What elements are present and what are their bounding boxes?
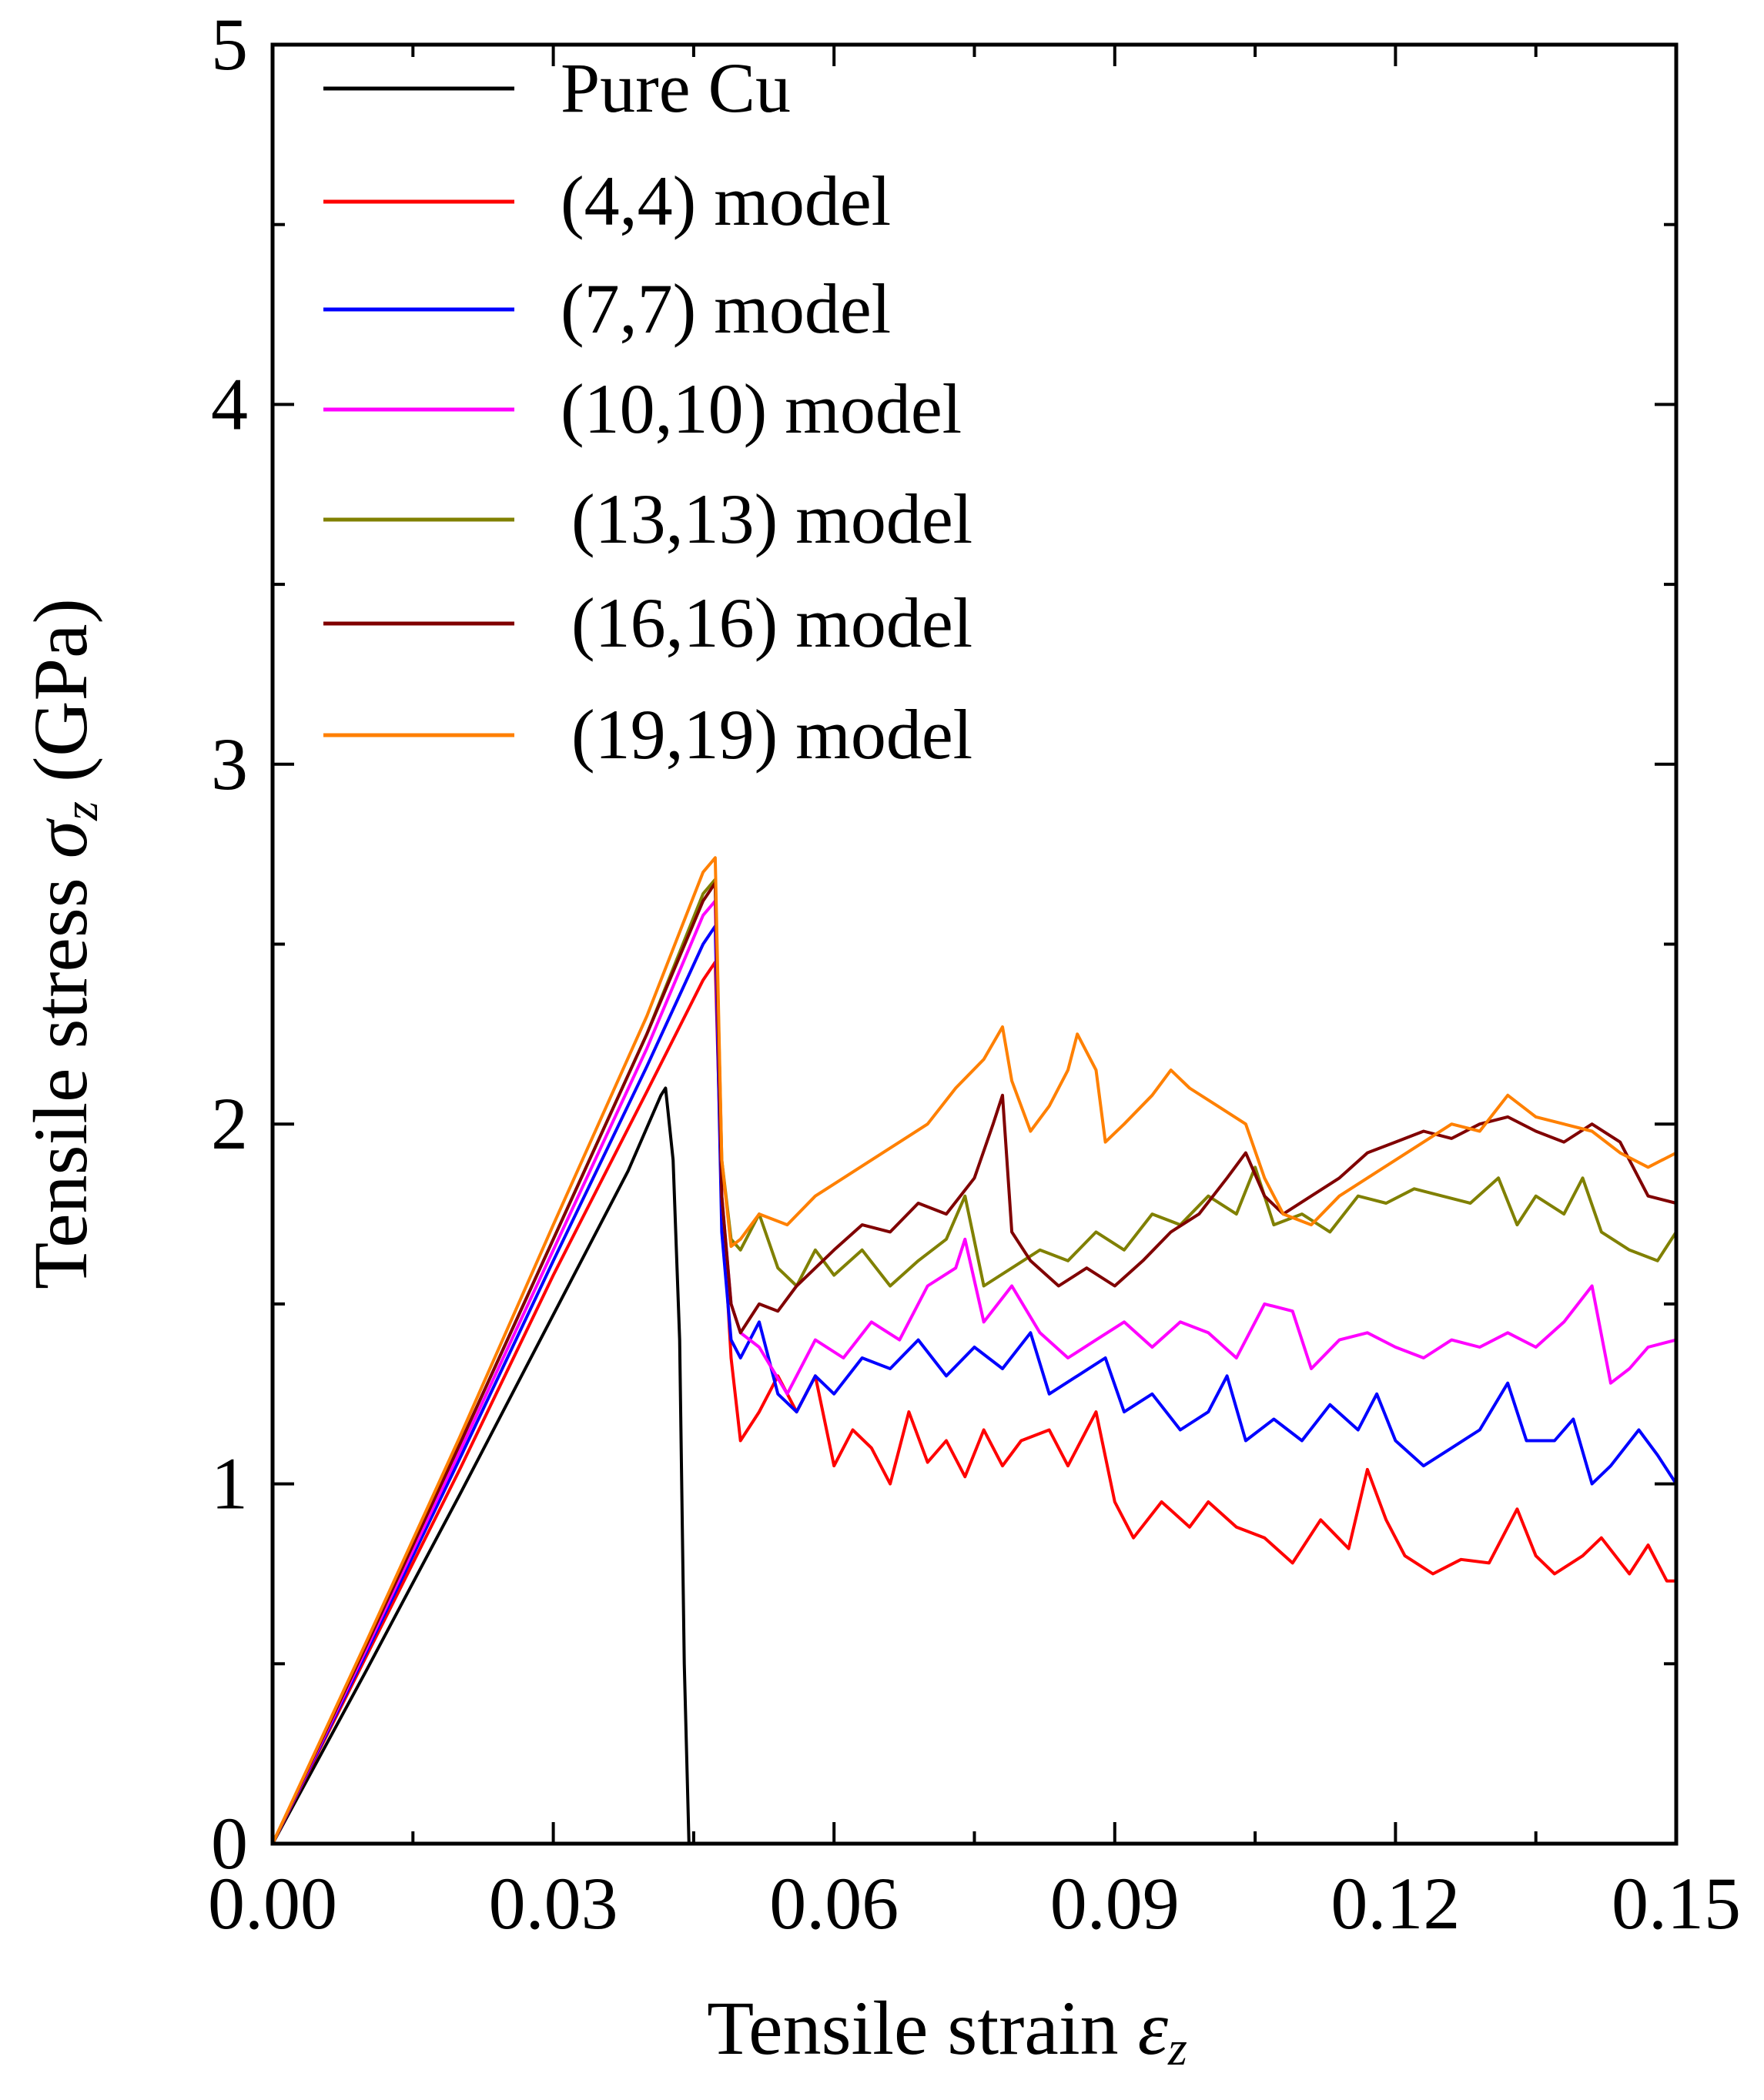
y-axis-title: Tensile stress σz (GPa): [18, 598, 108, 1289]
y-tick-label: 3: [211, 723, 248, 805]
series-line-4: [271, 878, 1678, 1844]
x-tick-label: 0.15: [1612, 1862, 1741, 1945]
series-line-0: [271, 1086, 691, 1844]
series-line-3: [271, 899, 1677, 1844]
y-tick-label: 1: [211, 1443, 248, 1525]
plot-frame: [270, 42, 1679, 1846]
y-tick-label: 0: [211, 1802, 248, 1884]
series-line-6: [271, 856, 1677, 1844]
x-tick-label: 0.09: [1050, 1862, 1180, 1945]
ticks-layer: 0.00 0.03 0.06 0.09 0.12 0.15 0 1 2 3 4 5: [208, 3, 1741, 1945]
legend-label: (16,16) model: [571, 584, 972, 662]
series-layer: [271, 856, 1678, 1844]
y-tick-label: 5: [211, 3, 248, 85]
legend-label: (4,4) model: [561, 162, 891, 240]
x-tick-label: 0.06: [769, 1862, 899, 1945]
legend-label: (10,10) model: [561, 370, 962, 448]
x-axis-title: Tensile strain εz: [707, 1985, 1187, 2075]
series-line-2: [271, 925, 1678, 1844]
legend-label: (13,13) model: [571, 480, 972, 558]
legend-label: Pure Cu: [561, 48, 791, 127]
x-tick-label: 0.03: [489, 1862, 618, 1945]
legend: Pure Cu (4,4) model (7,7) model (10,10) mod…: [323, 48, 972, 774]
x-tick-label: 0.00: [208, 1862, 337, 1945]
series-line-1: [271, 960, 1676, 1844]
legend-label: (7,7) model: [561, 269, 891, 348]
series-line-5: [271, 881, 1677, 1844]
x-tick-label: 0.12: [1331, 1862, 1460, 1945]
y-tick-label: 4: [211, 363, 248, 445]
y-tick-label: 2: [211, 1082, 248, 1165]
legend-label: (19,19) model: [571, 695, 972, 774]
